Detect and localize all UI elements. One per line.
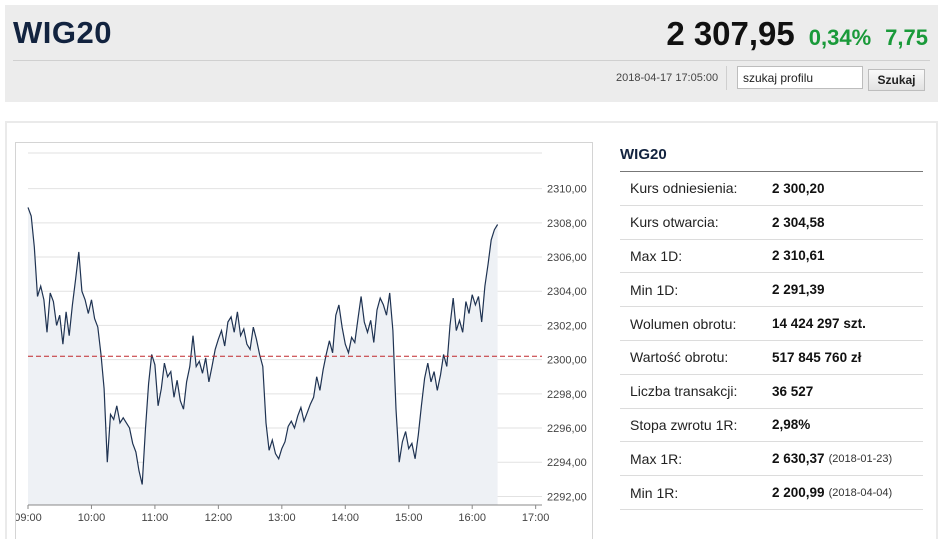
y-tick-label: 2300,00: [547, 355, 587, 367]
x-tick-label: 14:00: [332, 512, 360, 524]
toolbar-divider: [726, 66, 727, 90]
stat-label: Wartość obrotu:: [630, 349, 729, 366]
y-tick-label: 2296,00: [547, 423, 587, 435]
x-tick-label: 16:00: [458, 512, 486, 524]
stats-title: WIG20: [620, 146, 923, 172]
current-price: 2 307,95: [666, 15, 795, 52]
stat-row: Max 1R: 2 630,37 (2018-01-23): [620, 442, 923, 477]
stat-label: Kurs odniesienia:: [630, 180, 738, 197]
stat-date: (2018-01-23): [828, 452, 893, 465]
stat-row: Kurs otwarcia: 2 304,58: [620, 206, 923, 240]
stat-row: Min 1D: 2 291,39: [620, 273, 923, 308]
stat-value: 2 291,39: [772, 282, 825, 298]
stat-label: Max 1R:: [630, 450, 683, 467]
stat-row: Kurs odniesienia: 2 300,20: [620, 172, 923, 206]
x-tick-label: 10:00: [78, 512, 106, 524]
y-tick-label: 2298,00: [547, 389, 587, 401]
y-tick-label: 2306,00: [547, 252, 587, 264]
stat-label: Max 1D:: [630, 247, 683, 264]
y-tick-label: 2308,00: [547, 218, 587, 230]
stat-value: 2,98%: [772, 417, 811, 433]
stat-value: 517 845 760 zł: [772, 349, 862, 365]
stat-row: Wartość obrotu: 517 845 760 zł: [620, 341, 923, 375]
search-button[interactable]: Szukaj: [868, 69, 925, 91]
x-tick-label: 12:00: [205, 512, 233, 524]
y-tick-label: 2292,00: [547, 491, 587, 503]
quote-timestamp: 2018-04-17 17:05:00: [616, 72, 719, 84]
y-tick-label: 2310,00: [547, 184, 587, 196]
stat-value: 14 424 297 szt.: [772, 316, 866, 332]
y-tick-label: 2294,00: [547, 457, 587, 469]
stat-date: (2018-04-04): [828, 486, 893, 499]
stat-label: Stopa zwrotu 1R:: [630, 416, 738, 433]
stat-value: 2 310,61: [772, 248, 825, 264]
y-tick-label: 2302,00: [547, 320, 587, 332]
x-tick-label: 13:00: [268, 512, 296, 524]
stat-value: 2 630,37: [772, 451, 825, 467]
stat-label: Min 1R:: [630, 484, 679, 501]
stats-table: WIG20 Kurs odniesienia: 2 300,20 Kurs otwa…: [620, 146, 923, 510]
stat-value: 36 527: [772, 383, 814, 399]
stat-label: Wolumen obrotu:: [630, 315, 737, 332]
stat-label: Liczba transakcji:: [630, 383, 738, 400]
intraday-chart[interactable]: 2310,00 2308,00 2306,00 2304,00 2302,00 2300,…: [15, 142, 593, 539]
change-percent: 0,34%: [808, 25, 872, 50]
stat-row: Min 1R: 2 200,99 (2018-04-04): [620, 476, 923, 510]
index-title: WIG20: [13, 15, 112, 50]
quote-summary: 2 307,95 0,34% 7,75: [666, 15, 928, 53]
stat-value: 2 300,20: [772, 180, 825, 196]
price-line: [27, 207, 499, 485]
y-tick-label: 2304,00: [547, 286, 587, 298]
header-divider: [13, 60, 930, 61]
x-tick-label: 15:00: [395, 512, 423, 524]
chart-svg: 2310,00 2308,00 2306,00 2304,00 2302,00 2300,…: [16, 152, 587, 524]
stat-value: 2 200,99: [772, 485, 825, 501]
stat-label: Min 1D:: [630, 281, 679, 298]
stat-row: Wolumen obrotu: 14 424 297 szt.: [620, 307, 923, 341]
stat-label: Kurs otwarcia:: [630, 214, 719, 231]
stat-row: Max 1D: 2 310,61: [620, 240, 923, 274]
quote-header: WIG20 2 307,95 0,34% 7,75: [5, 5, 938, 102]
x-tick-label: 11:00: [142, 512, 169, 524]
stat-row: Stopa zwrotu 1R: 2,98%: [620, 409, 923, 443]
x-tick-label: 09:00: [16, 512, 42, 524]
change-absolute: 7,75: [885, 25, 928, 50]
stat-value: 2 304,58: [772, 214, 825, 230]
stats-rows: Kurs odniesienia: 2 300,20 Kurs otwarcia: 2…: [620, 172, 923, 510]
x-tick-label: 17:00: [522, 512, 550, 524]
profile-search-input[interactable]: [737, 66, 863, 89]
stat-row: Liczba transakcji: 36 527: [620, 375, 923, 409]
